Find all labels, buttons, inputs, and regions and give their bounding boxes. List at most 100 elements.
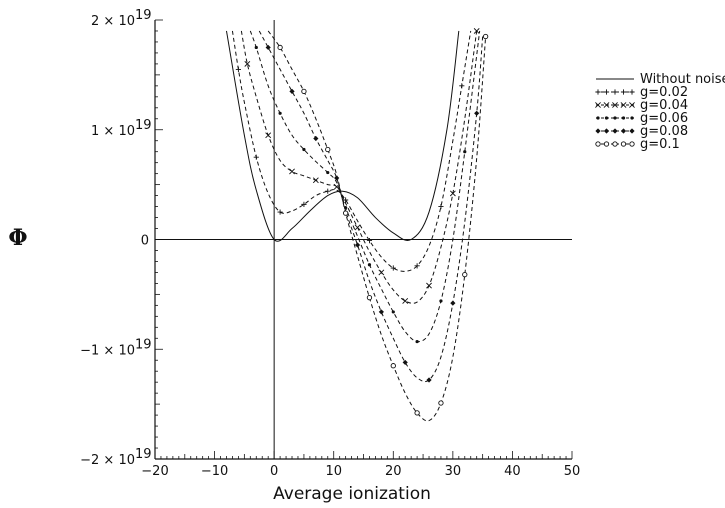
series-line <box>267 30 487 422</box>
data-point <box>235 66 241 72</box>
legend-marker <box>630 116 634 120</box>
data-point <box>366 295 373 301</box>
data-point <box>402 298 409 304</box>
legend-marker <box>603 89 610 95</box>
data-point <box>325 146 331 153</box>
data-point <box>414 263 420 269</box>
legend-marker <box>595 89 601 95</box>
series-5 <box>258 30 484 383</box>
legend-marker <box>629 102 635 108</box>
data-point <box>402 359 408 366</box>
legend-label: g=0.06 <box>640 111 688 126</box>
data-point <box>463 150 467 154</box>
legend-item-6: g=0.1 <box>595 137 680 152</box>
series-line <box>258 30 484 383</box>
legend-marker <box>603 102 610 108</box>
data-point <box>391 310 395 314</box>
legend-marker <box>604 116 609 120</box>
data-point <box>244 60 251 67</box>
x-tick-label: −20 <box>141 464 168 479</box>
x-tick-label: 30 <box>445 464 462 479</box>
legend-item-5: g=0.08 <box>595 124 688 139</box>
y-tick-label: −1 × 10 <box>80 343 135 358</box>
x-tick-label: 40 <box>504 464 521 479</box>
legend-marker <box>595 102 601 108</box>
legend-marker <box>596 116 600 120</box>
x-tick-label: 50 <box>564 464 581 479</box>
x-axis-title: Average ionization <box>273 484 431 504</box>
data-point <box>390 265 396 271</box>
data-point <box>367 263 372 267</box>
legend-marker <box>612 89 618 95</box>
y-tick-exponent: 19 <box>135 337 152 352</box>
data-point <box>277 44 283 51</box>
data-point <box>301 88 307 94</box>
data-point <box>278 111 282 115</box>
data-point <box>313 135 319 142</box>
data-point <box>312 177 319 184</box>
data-point <box>254 45 258 50</box>
data-point <box>438 203 444 210</box>
data-point <box>439 299 443 303</box>
legend-marker <box>620 141 627 147</box>
legend-marker <box>595 141 601 147</box>
legend-item-3: g=0.04 <box>595 98 688 113</box>
legend-marker <box>620 89 627 95</box>
data-point <box>474 110 480 116</box>
y-tick-exponent: 19 <box>135 118 152 133</box>
data-point <box>265 44 271 51</box>
data-point <box>462 271 468 278</box>
data-point <box>289 168 295 175</box>
legend-marker <box>629 141 635 147</box>
data-point <box>354 242 361 248</box>
x-tick-label: −10 <box>201 464 228 479</box>
data-point <box>438 400 444 406</box>
legend-item-2: g=0.02 <box>595 85 688 100</box>
data-point <box>426 282 432 289</box>
data-point <box>253 154 259 160</box>
data-point <box>325 188 331 194</box>
legend-marker <box>612 102 618 108</box>
series-group <box>225 28 489 422</box>
y-tick-exponent: 19 <box>135 8 152 23</box>
data-point <box>289 88 295 94</box>
data-point <box>326 170 330 175</box>
series-1 <box>225 30 460 242</box>
data-point <box>265 132 272 139</box>
legend-marker <box>603 128 610 134</box>
legend-label: g=0.08 <box>640 124 688 139</box>
ticks: −20 −10 0 10 20 30 40 502 × 10 191 × 10 190−1 × 1… <box>80 8 580 479</box>
series-line <box>240 30 478 304</box>
data-point <box>277 209 283 215</box>
series-line <box>249 30 481 343</box>
legend-marker <box>620 128 627 134</box>
data-point <box>342 210 349 216</box>
y-tick-label: 2 × 10 <box>91 14 135 29</box>
series-3 <box>240 28 480 304</box>
legend-label: Without noise <box>640 72 725 87</box>
y-tick-label: −2 × 10 <box>80 453 135 468</box>
legend-marker <box>613 116 617 120</box>
data-point <box>301 201 307 207</box>
series-2 <box>231 30 472 272</box>
y-tick-label: 1 × 10 <box>91 124 135 139</box>
data-point <box>415 339 419 344</box>
legend-label: g=0.1 <box>640 137 680 152</box>
legend-marker <box>603 141 610 147</box>
x-tick-label: 10 <box>325 464 342 479</box>
plot-area <box>225 28 489 422</box>
data-point <box>459 83 465 89</box>
data-point <box>302 147 306 152</box>
data-point <box>449 190 456 197</box>
legend-marker <box>620 102 627 108</box>
y-tick-label: 0 <box>141 234 149 249</box>
legend-item-4: g=0.06 <box>596 111 688 126</box>
data-point <box>414 410 420 416</box>
legend-item-1: Without noise <box>596 72 725 87</box>
data-point <box>333 183 340 190</box>
x-tick-label: 20 <box>385 464 402 479</box>
legend: Without noiseg=0.02g=0.04g=0.06g=0.08g=0… <box>595 72 725 152</box>
series-4 <box>249 30 481 344</box>
legend-marker <box>595 128 601 134</box>
